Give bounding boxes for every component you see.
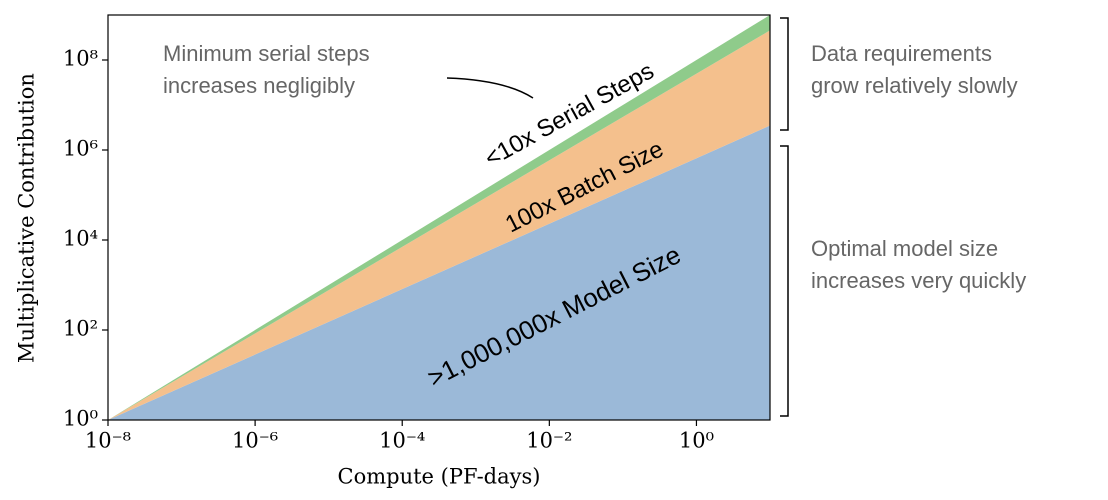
areas <box>108 14 770 420</box>
y-tick-label: 10⁴ <box>63 227 98 251</box>
annotation: Data requirements grow relatively slowly <box>811 41 1018 98</box>
y-axis-label: Multiplicative Contribution <box>15 73 39 363</box>
annotation: Minimum serial steps increases negligibl… <box>163 41 376 98</box>
annotation-arrow <box>446 77 534 99</box>
area <box>108 14 770 420</box>
y-tick-label: 10⁸ <box>63 47 98 71</box>
annotation: Optimal model size increases very quickl… <box>811 236 1026 293</box>
y-tick-label: 10² <box>63 317 98 341</box>
x-axis-label: Compute (PF-days) <box>338 465 541 489</box>
annotation-line: Data requirements <box>811 41 992 66</box>
x-tick-label: 10⁻⁶ <box>232 429 278 453</box>
plot-frame <box>107 14 771 421</box>
x-tick-label: 10⁻² <box>526 429 572 453</box>
annotation-line: grow relatively slowly <box>811 73 1018 98</box>
x-tick-label: 10⁰ <box>679 429 714 453</box>
x-tick-label: 10⁻⁴ <box>379 429 425 453</box>
annotation-line: increases very quickly <box>811 268 1026 293</box>
y-tick-label: 10⁶ <box>63 137 98 161</box>
x-tick-label: 10⁻⁸ <box>85 429 131 453</box>
annotation-line: Minimum serial steps <box>163 41 370 66</box>
bracket <box>780 17 789 417</box>
annotation-line: increases negligibly <box>163 73 355 98</box>
y-tick-label: 10⁰ <box>63 407 98 431</box>
annotation-line: Optimal model size <box>811 236 998 261</box>
